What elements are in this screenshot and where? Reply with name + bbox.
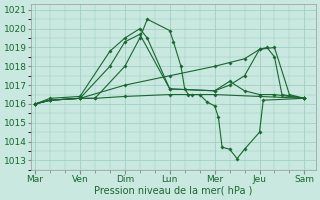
X-axis label: Pression niveau de la mer( hPa ): Pression niveau de la mer( hPa ) — [94, 186, 253, 196]
